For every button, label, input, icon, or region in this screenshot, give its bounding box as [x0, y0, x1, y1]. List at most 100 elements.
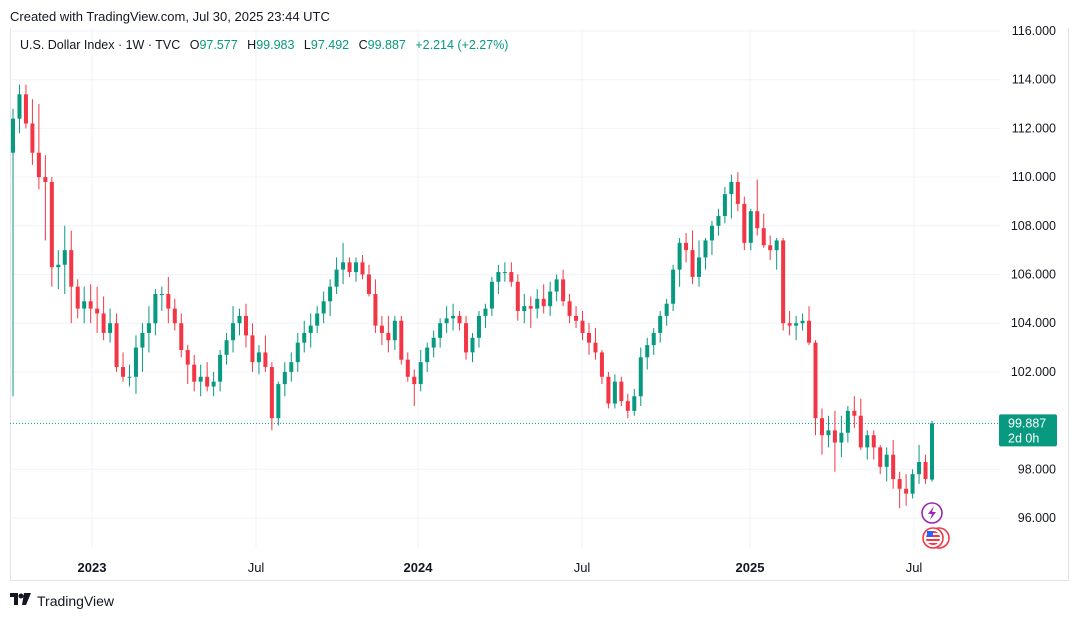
candle[interactable] [703, 237, 708, 270]
candle[interactable] [548, 281, 553, 316]
candle[interactable] [101, 296, 106, 341]
candle[interactable] [684, 233, 689, 263]
candle[interactable] [645, 337, 650, 370]
candle[interactable] [379, 315, 384, 346]
candle[interactable] [146, 306, 151, 353]
candle[interactable] [237, 308, 242, 336]
candle[interactable] [858, 398, 863, 450]
candle[interactable] [697, 240, 702, 287]
candle[interactable] [185, 345, 190, 385]
candle[interactable] [729, 174, 734, 219]
candle[interactable] [567, 293, 572, 324]
candle[interactable] [256, 345, 261, 375]
candle[interactable] [625, 393, 630, 419]
candle[interactable] [489, 276, 494, 316]
candle[interactable] [606, 371, 611, 409]
candle[interactable] [878, 444, 883, 475]
candle[interactable] [438, 318, 443, 348]
candle[interactable] [114, 313, 119, 372]
candle[interactable] [794, 315, 799, 341]
candle[interactable] [716, 208, 721, 236]
candle[interactable] [871, 430, 876, 460]
candle[interactable] [392, 315, 397, 350]
candle[interactable] [522, 293, 527, 324]
candle[interactable] [457, 311, 462, 331]
candle[interactable] [425, 342, 430, 372]
candle[interactable] [761, 213, 766, 248]
candle[interactable] [308, 313, 313, 348]
candle[interactable] [23, 84, 28, 129]
candle[interactable] [17, 84, 22, 134]
candle[interactable] [166, 276, 171, 324]
candle[interactable] [561, 269, 566, 307]
candle[interactable] [224, 332, 229, 365]
candle[interactable] [502, 262, 507, 282]
candle[interactable] [43, 155, 48, 241]
candle[interactable] [839, 415, 844, 458]
candle[interactable] [852, 396, 857, 428]
candle[interactable] [289, 352, 294, 382]
candle[interactable] [75, 279, 80, 319]
candle[interactable] [593, 328, 598, 360]
candle[interactable] [470, 332, 475, 363]
lightning-event-icon[interactable] [921, 502, 943, 524]
candle[interactable] [179, 313, 184, 358]
candle[interactable] [535, 289, 540, 319]
candle[interactable] [781, 237, 786, 331]
candle[interactable] [159, 286, 164, 312]
candle[interactable] [664, 298, 669, 326]
candle[interactable] [127, 364, 132, 387]
candle[interactable] [360, 255, 365, 280]
candle[interactable] [88, 284, 93, 324]
candle[interactable] [334, 257, 339, 294]
tradingview-logo[interactable]: TradingView [10, 592, 114, 609]
candle[interactable] [69, 230, 74, 324]
candle[interactable] [95, 286, 100, 333]
candle[interactable] [845, 405, 850, 443]
candle[interactable] [599, 349, 604, 385]
candle[interactable] [929, 421, 935, 482]
candle[interactable] [263, 335, 268, 372]
candle[interactable] [321, 291, 326, 324]
candle[interactable] [774, 237, 779, 270]
candle[interactable] [444, 306, 449, 333]
candle[interactable] [399, 315, 404, 365]
candle[interactable] [121, 352, 126, 382]
candle[interactable] [580, 311, 585, 341]
candle[interactable] [671, 264, 676, 312]
candle[interactable] [211, 371, 216, 397]
candle[interactable] [276, 381, 281, 426]
candle[interactable] [82, 286, 87, 324]
candle[interactable] [49, 177, 54, 287]
candle[interactable] [742, 196, 747, 251]
candle[interactable] [632, 388, 637, 416]
candle[interactable] [10, 108, 16, 397]
candle[interactable] [198, 364, 203, 397]
us-flag-event-icon[interactable] [922, 527, 950, 549]
candle[interactable] [269, 362, 274, 431]
candle[interactable] [476, 311, 481, 348]
candle[interactable] [243, 303, 248, 348]
candle[interactable] [366, 264, 371, 297]
candle[interactable] [884, 447, 889, 482]
candle[interactable] [910, 469, 915, 499]
candle[interactable] [108, 308, 113, 343]
candle[interactable] [315, 306, 320, 333]
candle[interactable] [133, 335, 138, 394]
candle[interactable] [832, 410, 837, 472]
candle[interactable] [250, 323, 255, 372]
candle[interactable] [658, 311, 663, 343]
candle[interactable] [574, 306, 579, 329]
candle[interactable] [619, 376, 624, 406]
candle[interactable] [768, 235, 773, 260]
candle[interactable] [787, 311, 792, 336]
candle[interactable] [748, 208, 753, 251]
candle[interactable] [418, 349, 423, 392]
candle[interactable] [496, 264, 501, 294]
candle[interactable] [302, 320, 307, 353]
candle[interactable] [295, 332, 300, 372]
candle[interactable] [354, 257, 359, 282]
candle[interactable] [755, 179, 760, 236]
candle[interactable] [800, 313, 805, 331]
candle[interactable] [405, 352, 410, 382]
